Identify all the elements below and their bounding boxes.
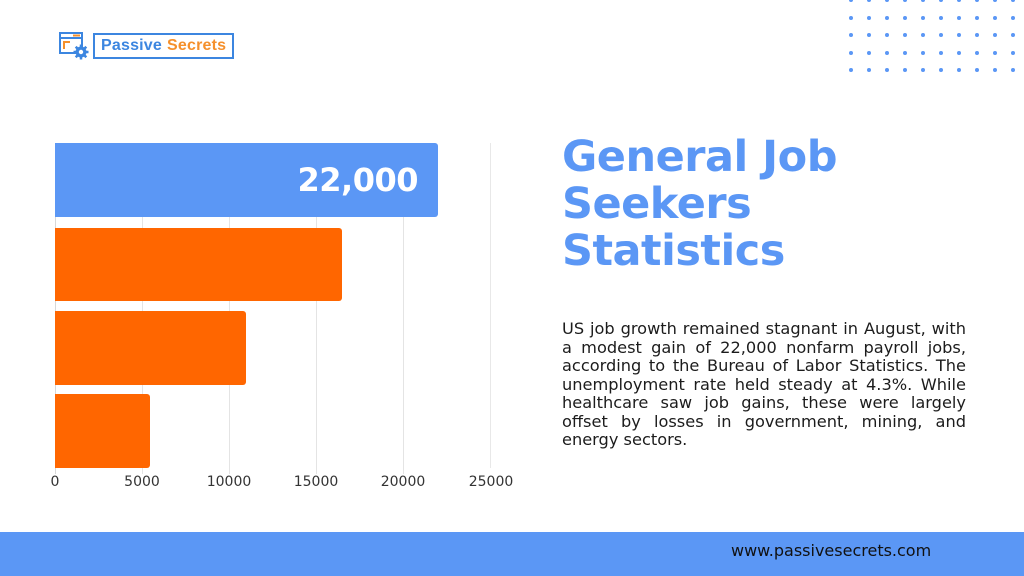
dot (957, 0, 961, 2)
x-tick-label: 15000 (293, 474, 339, 490)
dot (849, 0, 853, 2)
bar-chart: 22,000 0 5000 10000 15000 20000 25000 (51, 140, 515, 500)
dot (849, 15, 853, 20)
dot (993, 0, 997, 2)
dot (885, 33, 889, 37)
dot (903, 33, 907, 37)
dot (1011, 15, 1015, 20)
dot (1011, 0, 1015, 2)
y-axis-line (55, 144, 56, 474)
dot (885, 15, 889, 20)
grid-line (229, 144, 230, 474)
dot (849, 68, 853, 72)
brand-logo[interactable]: Passive Secrets (59, 31, 235, 61)
bar-1: 22,000 (55, 143, 438, 217)
dot (867, 50, 871, 55)
dot (993, 33, 997, 37)
x-tick-label: 25000 (468, 474, 514, 490)
dot (867, 15, 871, 20)
grid-line (403, 144, 404, 474)
x-tick-label: 20000 (380, 474, 426, 490)
dot (1011, 50, 1015, 55)
dot (975, 0, 979, 2)
dot (903, 68, 907, 72)
dot (975, 50, 979, 55)
brand-name: Passive Secrets (93, 33, 235, 59)
dot (993, 68, 997, 72)
dot (867, 68, 871, 72)
dot (885, 50, 889, 55)
dot (903, 50, 907, 55)
dot (957, 33, 961, 37)
dot (885, 0, 889, 2)
x-tick-label: 10000 (206, 474, 252, 490)
x-tick-label: 5000 (124, 474, 160, 490)
dot (957, 15, 961, 20)
dot (1011, 68, 1015, 72)
dot (1011, 33, 1015, 37)
dot (993, 15, 997, 20)
dot (921, 33, 925, 37)
dot (957, 50, 961, 55)
page-title: General Job Seekers Statistics (562, 132, 838, 276)
dot (903, 15, 907, 20)
dot (867, 33, 871, 37)
grid-line (316, 144, 317, 474)
dot (921, 68, 925, 72)
dot (993, 50, 997, 55)
dot (939, 0, 943, 2)
dot (921, 15, 925, 20)
dot (921, 50, 925, 55)
brand-name-part1: Passive (101, 37, 163, 54)
browser-gear-icon (59, 31, 91, 61)
grid-line (142, 144, 143, 474)
dot (975, 68, 979, 72)
dot (957, 68, 961, 72)
brand-name-part2: Secrets (167, 37, 227, 54)
footer-bar: www.passivesecrets.com (0, 532, 1024, 576)
bar-2 (55, 228, 342, 301)
dot (903, 0, 907, 2)
dot (867, 0, 871, 2)
dot (939, 15, 943, 20)
dot (939, 33, 943, 37)
chart-right-gridline (490, 143, 491, 468)
dot (849, 50, 853, 55)
dot (849, 33, 853, 37)
x-tick-label: 0 (50, 474, 60, 490)
description-text: US job growth remained stagnant in Augus… (562, 319, 966, 449)
dot (885, 68, 889, 72)
website-link[interactable]: www.passivesecrets.com (731, 541, 932, 560)
dot (975, 15, 979, 20)
dot (975, 33, 979, 37)
bar-4 (55, 394, 150, 468)
dot-grid-pattern (840, 0, 1024, 82)
bar-3 (55, 311, 246, 385)
dot (939, 50, 943, 55)
dot (921, 0, 925, 2)
dot (939, 68, 943, 72)
bar-value-label: 22,000 (297, 161, 419, 199)
